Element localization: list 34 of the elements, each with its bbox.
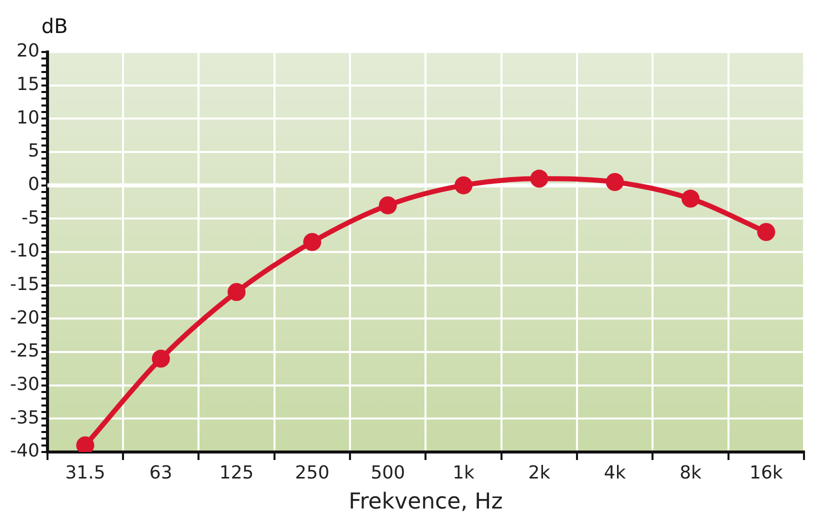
y-tick-label: -5 xyxy=(21,207,40,228)
y-tick-label: 5 xyxy=(28,140,40,162)
y-tick-label: 10 xyxy=(16,107,40,128)
y-tick-label: -20 xyxy=(10,307,40,328)
x-tick-label: 125 xyxy=(219,462,254,484)
y-tick-label: -10 xyxy=(10,240,40,262)
y-tick-label: 0 xyxy=(28,174,40,196)
x-tick-label: 31.5 xyxy=(65,462,106,484)
x-axis-title: Frekvence, Hz xyxy=(348,490,503,515)
point xyxy=(303,233,322,251)
x-tick-label: 63 xyxy=(149,462,172,484)
point xyxy=(228,283,246,301)
x-tick-label: 250 xyxy=(295,462,330,484)
y-tick-label: -40 xyxy=(10,440,40,462)
point xyxy=(378,196,397,214)
y-tick-label: -30 xyxy=(10,374,40,396)
y-axis-title: dB xyxy=(41,14,68,38)
y-tick-label: 15 xyxy=(16,74,40,96)
y-tick-label: -15 xyxy=(10,274,40,296)
x-tick-label: 8k xyxy=(680,462,702,484)
x-tick-label: 500 xyxy=(370,462,406,484)
point xyxy=(152,350,170,368)
y-tick-label: -35 xyxy=(10,407,40,428)
point xyxy=(530,170,548,188)
point xyxy=(682,190,700,208)
y-tick-label: -25 xyxy=(10,340,40,362)
x-tick-label: 2k xyxy=(528,462,551,484)
x-tick-label: 16k xyxy=(750,462,784,484)
y-tick-label: 20 xyxy=(16,40,40,62)
point xyxy=(757,223,776,241)
x-tick-label: 1k xyxy=(452,462,476,484)
point xyxy=(606,173,624,191)
point xyxy=(454,176,473,194)
x-tick-label: 4k xyxy=(604,462,626,484)
